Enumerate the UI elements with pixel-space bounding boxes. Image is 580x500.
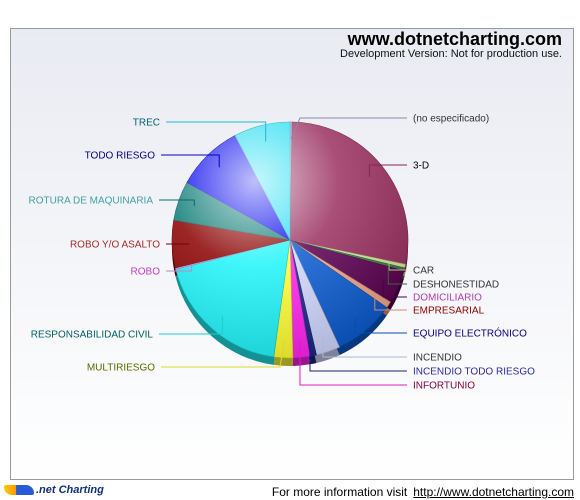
pie-label-multiriesgo: MULTIRIESGO — [87, 363, 155, 374]
leader-line-no-especificado — [290, 117, 407, 139]
pie-label-incendio-todo-riesgo: INCENDIO TODO RIESGO — [413, 367, 535, 378]
pie-label-robo: ROBO — [131, 267, 161, 278]
pie-label-empresarial: EMPRESARIAL — [413, 306, 485, 317]
pie-label-domiciliario: DOMICILIARIO — [413, 293, 482, 304]
pie-labels: (no especificado) 3-D CAR DESHONESTIDAD DOMI… — [29, 114, 536, 392]
leader-line-deshonestidad — [387, 265, 407, 285]
watermark-title: www.dotnetcharting.com — [347, 29, 562, 49]
pie-label-3-d: 3-D — [413, 161, 429, 172]
pie-label-deshonestidad: DESHONESTIDAD — [413, 280, 499, 291]
pie-label-no-especificado: (no especificado) — [413, 114, 489, 125]
leader-line-infortunio — [299, 340, 407, 386]
leader-line-domiciliario — [382, 280, 407, 298]
pie-label-rotura-de-maquinaria: ROTURA DE MAQUINARIA — [29, 196, 154, 207]
leader-line-robo — [166, 264, 193, 272]
pie-slices — [171, 121, 409, 359]
leader-line-incendio-todo-riesgo — [309, 339, 407, 372]
leader-line-incendio — [322, 336, 407, 358]
pie-label-incendio: INCENDIO — [413, 353, 462, 364]
pie-label-equipo-electronico: EQUIPO ELECTRÓNICO — [413, 327, 527, 340]
leader-line-equipo-electronico — [354, 317, 407, 334]
pie-label-todo-riesgo: TODO RIESGO — [85, 151, 156, 162]
pie-label-car: CAR — [413, 266, 434, 277]
leader-line-empresarial — [374, 295, 407, 311]
pie-label-infortunio: INFORTUNIO — [413, 381, 475, 392]
pie-leader-lines — [159, 117, 407, 386]
leader-line-multiriesgo — [161, 341, 285, 368]
pie-label-responsabilidad-civil: RESPONSABILIDAD CIVIL — [31, 330, 154, 341]
leader-line-responsabilidad-civil — [159, 315, 223, 335]
footer-info: For more information visit http://www.dot… — [272, 485, 574, 499]
footer-link[interactable]: http://www.dotnetcharting.com — [413, 485, 574, 499]
leader-line-todo-riesgo — [161, 154, 220, 168]
pie-label-trec: TREC — [133, 118, 160, 129]
watermark-subtitle: Development Version: Not for production … — [340, 48, 562, 60]
footer-logo: .net Charting — [4, 484, 104, 496]
footer-info-text: For more information visit — [271, 485, 408, 499]
leader-line-car — [388, 262, 407, 271]
leader-line-3-d — [368, 164, 407, 177]
footer-bar — [0, 482, 580, 500]
leader-line-robo-y-o-asalto — [166, 243, 190, 245]
leader-line-rotura-de-maquinaria — [159, 199, 195, 207]
pie-label-robo-y-o-asalto: ROBO Y/O ASALTO — [70, 240, 160, 251]
leader-line-trec — [166, 121, 267, 142]
pie-slice-3-d[interactable] — [289, 121, 409, 265]
dotnetcharting-logo-icon — [4, 485, 34, 496]
footer-logo-text: .net Charting — [36, 484, 104, 496]
